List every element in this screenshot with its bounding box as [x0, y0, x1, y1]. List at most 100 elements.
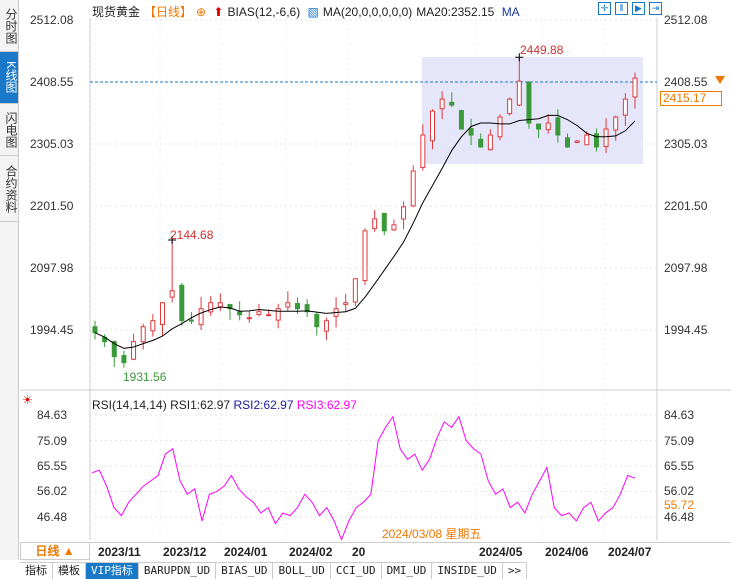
period-button[interactable]: 日线 ▲: [20, 542, 90, 560]
candle-body: [593, 133, 599, 148]
rsi1-value: RSI1:62.97: [170, 398, 231, 412]
candle-body: [246, 317, 252, 320]
rsi-tick-right: 56.02: [664, 484, 695, 499]
candle-body: [131, 341, 137, 360]
arrow-up-icon[interactable]: ⬆: [213, 5, 224, 19]
crosshair-date: 2024/03/08 星期五: [380, 527, 484, 542]
indicator-tab[interactable]: >>: [503, 563, 528, 579]
date-label: 2023/12: [163, 545, 207, 559]
indicator-tab[interactable]: 模板: [53, 563, 86, 579]
local-high-label: 2144.68: [170, 228, 214, 242]
indicator-tab[interactable]: 指标: [20, 563, 53, 579]
sidebar-tab[interactable]: 闪电图: [0, 104, 18, 156]
date-axis: 2023/11 2023/12 2024/01 2024/02 20 2024/05 202…: [20, 542, 731, 560]
candle-body: [372, 218, 378, 230]
candle-body: [401, 206, 407, 220]
rsi-header: RSI(14,14,14) RSI1:62.97 RSI2:62.97 RSI3…: [92, 398, 357, 412]
indicator-tab[interactable]: BARUPDN_UD: [139, 563, 217, 579]
indicator-tab[interactable]: CCI_UD: [331, 563, 382, 579]
range-icon[interactable]: ⫴: [615, 2, 628, 15]
indicator-tab[interactable]: BIAS_UD: [216, 563, 274, 579]
date-label: 2024/01: [224, 545, 268, 559]
candle-body: [458, 110, 464, 130]
candle-body: [391, 224, 397, 231]
sidebar-tab[interactable]: 合约资料: [0, 156, 18, 222]
candle-body: [295, 302, 300, 310]
candle-body: [468, 128, 474, 136]
high-price-label: 2449.88: [520, 43, 564, 57]
period-label[interactable]: 【日线】: [144, 5, 193, 19]
date-label: 2024/05: [479, 545, 523, 559]
candle-body: [449, 101, 455, 106]
candle-body: [188, 319, 194, 322]
settings-icon[interactable]: ☀: [22, 393, 33, 407]
candle-body: [285, 302, 291, 308]
candle-body: [323, 320, 329, 332]
candle-body: [584, 134, 590, 146]
indicator-tab[interactable]: VIP指标: [86, 563, 139, 579]
price-tick-left: 2201.50: [30, 199, 74, 213]
sidebar-tab[interactable]: K线图: [0, 52, 18, 104]
price-tick-right: 2201.50: [664, 199, 708, 213]
candle-body: [111, 341, 117, 358]
candle-body: [275, 308, 281, 321]
candle-body: [169, 290, 175, 298]
indicator-tabs: 指标 模板 VIP指标 BARUPDN_UD BIAS_UD BOLL_UD CCI_UD D…: [20, 562, 528, 579]
rsi-tick-left: 75.09: [37, 433, 68, 448]
low-price-label: 1931.56: [123, 370, 167, 384]
bias-indicator[interactable]: BIAS(12,-6,6): [227, 5, 301, 19]
rsi-tick-right: 75.09: [664, 433, 695, 448]
candle-body: [140, 326, 146, 343]
date-label: 20: [352, 545, 366, 559]
forward-icon[interactable]: ⇥: [649, 2, 662, 15]
ma-button[interactable]: MA: [501, 5, 520, 19]
candle-body: [217, 302, 223, 308]
candle-body: [410, 170, 416, 207]
chart-tools: ✛ ⫴ ▶ ⇥: [598, 2, 662, 15]
high-marker-icon: [168, 236, 177, 245]
candle-body: [352, 278, 358, 303]
chart-icon[interactable]: ▧: [307, 5, 319, 19]
price-tick-left: 2305.03: [30, 136, 74, 151]
selection-range: [422, 57, 643, 164]
candle-body: [179, 284, 185, 322]
price-tick-right: 2408.55: [664, 75, 708, 89]
price-tick-left: 2512.08: [30, 13, 74, 27]
indicator-tab[interactable]: DMI_UD: [382, 563, 433, 579]
candle-body: [545, 122, 551, 131]
candle-body: [237, 311, 243, 316]
date-label: 2024/06: [545, 545, 589, 559]
price-tick-right: 2512.08: [664, 13, 708, 27]
price-tick-right: 1994.45: [664, 323, 708, 337]
rsi-title: RSI(14,14,14): [92, 398, 167, 412]
price-marker-icon: [715, 76, 725, 84]
rsi-current-value: 55.72: [664, 497, 695, 512]
candle-body: [343, 302, 349, 305]
candle-body: [420, 134, 426, 168]
ma20-value: MA20:2352.15: [416, 5, 495, 19]
candle-body: [565, 137, 570, 148]
price-tick-right: 2097.98: [664, 260, 708, 275]
rsi3-value: RSI3:62.97: [296, 398, 357, 412]
ma20-line: [94, 114, 636, 349]
candle-body: [362, 230, 368, 281]
price-tick-left: 2097.98: [30, 260, 74, 275]
indicator-tab[interactable]: INSIDE_UD: [432, 563, 503, 579]
rsi2-value: RSI2:62.97: [233, 398, 294, 412]
symbol-name: 现货黄金: [92, 5, 141, 19]
candle-body: [497, 116, 503, 138]
candle-body: [266, 314, 272, 317]
candle-body: [478, 138, 484, 148]
target-icon[interactable]: ⊕: [196, 5, 207, 19]
sidebar-tab[interactable]: 分时图: [0, 0, 18, 52]
candle-body: [92, 326, 98, 334]
indicator-tab[interactable]: BOLL_UD: [273, 563, 331, 579]
candle-body: [536, 123, 542, 130]
crosshair-icon[interactable]: ✛: [598, 2, 611, 15]
candle-body: [574, 140, 580, 143]
play-icon[interactable]: ▶: [632, 2, 645, 15]
candle-body: [439, 98, 445, 110]
current-price-tag: 2415.17: [660, 91, 722, 106]
candle-body: [150, 320, 156, 332]
